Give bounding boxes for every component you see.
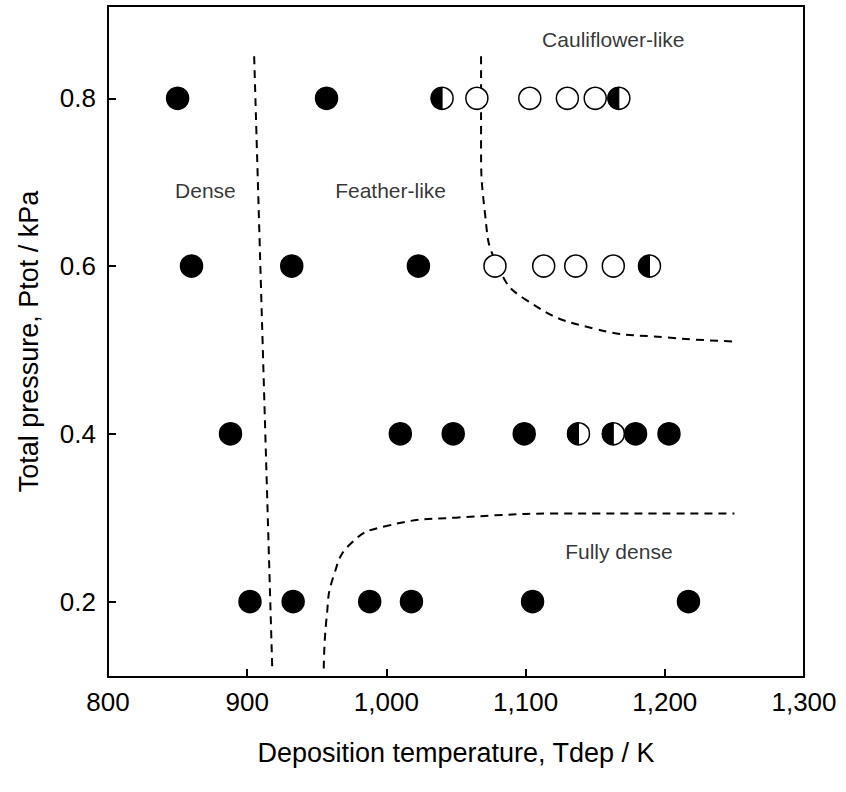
svg-text:1,100: 1,100 xyxy=(493,687,558,717)
svg-text:Dense: Dense xyxy=(175,179,236,202)
svg-text:1,200: 1,200 xyxy=(632,687,697,717)
svg-text:Deposition temperature, Tdep /: Deposition temperature, Tdep / K xyxy=(257,738,654,768)
svg-text:1,000: 1,000 xyxy=(354,687,419,717)
svg-text:800: 800 xyxy=(86,687,129,717)
svg-text:0.2: 0.2 xyxy=(60,587,96,617)
svg-text:0.4: 0.4 xyxy=(60,419,96,449)
svg-text:900: 900 xyxy=(226,687,269,717)
svg-text:0.8: 0.8 xyxy=(60,83,96,113)
svg-text:1,300: 1,300 xyxy=(771,687,836,717)
svg-text:Feather-like: Feather-like xyxy=(335,179,446,202)
svg-text:Cauliflower-like: Cauliflower-like xyxy=(542,28,684,51)
svg-text:Total pressure, Ptot / kPa: Total pressure, Ptot / kPa xyxy=(14,190,44,493)
svg-text:Fully dense: Fully dense xyxy=(565,540,672,563)
svg-text:0.6: 0.6 xyxy=(60,251,96,281)
